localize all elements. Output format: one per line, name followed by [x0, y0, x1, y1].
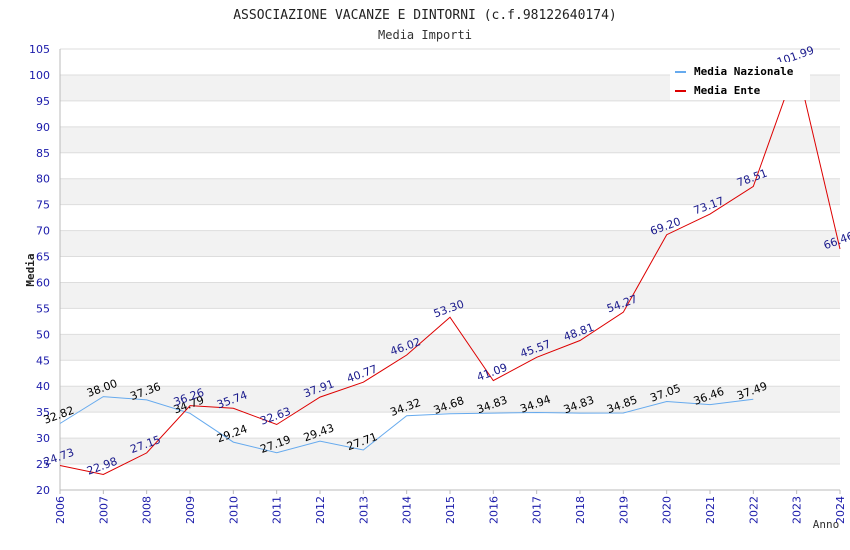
grid-band [60, 126, 840, 153]
x-tick-label: 2010 [227, 496, 240, 524]
y-tick-label: 25 [36, 458, 50, 471]
y-tick-label: 50 [36, 328, 50, 341]
x-tick-label: 2023 [791, 496, 804, 524]
data-label: 41.09 [475, 361, 509, 384]
grid-band [60, 438, 840, 465]
y-axis-label: Media [24, 253, 37, 286]
y-tick-label: 105 [29, 43, 50, 56]
y-tick-label: 45 [36, 354, 50, 367]
series-line-media-ente [59, 62, 841, 476]
x-tick-label: 2019 [617, 496, 630, 524]
data-label: 24.73 [42, 446, 76, 469]
x-tick-label: 2020 [661, 496, 674, 524]
legend-label: Media Ente [694, 84, 761, 97]
x-tick-label: 2011 [271, 496, 284, 524]
axes [59, 49, 840, 491]
chart-subtitle: Media Importi [378, 28, 472, 42]
x-tick-label: 2017 [531, 496, 544, 524]
x-tick-label: 2018 [574, 496, 587, 524]
x-tick-label: 2007 [97, 496, 110, 524]
y-tick-label: 30 [36, 432, 50, 445]
y-tick-label: 70 [36, 225, 50, 238]
grid-bands [60, 74, 840, 465]
x-tick-label: 2024 [834, 496, 847, 524]
x-axis-ticks: 2006 2007 2008 2009 2010 2011 2012 2013 2014 2015… [54, 490, 847, 524]
y-tick-label: 85 [36, 147, 50, 160]
x-tick-label: 2006 [54, 496, 67, 524]
grid-band [60, 334, 840, 361]
y-tick-label: 65 [36, 251, 50, 264]
grid-band [60, 282, 840, 309]
gridlines [60, 48, 840, 491]
y-tick-label: 95 [36, 95, 50, 108]
y-tick-label: 100 [29, 69, 50, 82]
y-tick-label: 20 [36, 484, 50, 497]
y-tick-label: 35 [36, 406, 50, 419]
data-label: 40.77 [345, 362, 379, 385]
y-tick-label: 75 [36, 199, 50, 212]
legend-label: Media Nazionale [694, 65, 794, 78]
chart-title: ASSOCIAZIONE VACANZE E DINTORNI (c.f.981… [233, 8, 617, 23]
x-axis-label: Anno [813, 518, 840, 531]
x-tick-label: 2021 [704, 496, 717, 524]
y-axis-ticks: 20 25 30 35 40 45 50 55 60 65 70 75 80 85 90 95 100 105 [29, 43, 50, 497]
x-tick-label: 2009 [184, 496, 197, 524]
y-tick-label: 80 [36, 173, 50, 186]
x-tick-label: 2022 [747, 496, 760, 524]
y-tick-label: 90 [36, 121, 50, 134]
y-tick-label: 55 [36, 302, 50, 315]
grid-band [60, 386, 840, 413]
x-tick-label: 2016 [487, 496, 500, 524]
grid-band [60, 178, 840, 205]
legend-box [670, 62, 810, 100]
grid-band [60, 230, 840, 257]
x-tick-label: 2013 [357, 496, 370, 524]
legend: Media Nazionale Media Ente [670, 62, 810, 100]
series-lines [59, 62, 841, 476]
x-tick-label: 2014 [401, 496, 414, 524]
y-tick-label: 60 [36, 276, 50, 289]
series-line-media-nazionale [59, 396, 754, 454]
y-tick-label: 40 [36, 380, 50, 393]
x-tick-label: 2008 [141, 496, 154, 524]
x-tick-label: 2012 [314, 496, 327, 524]
x-tick-label: 2015 [444, 496, 457, 524]
